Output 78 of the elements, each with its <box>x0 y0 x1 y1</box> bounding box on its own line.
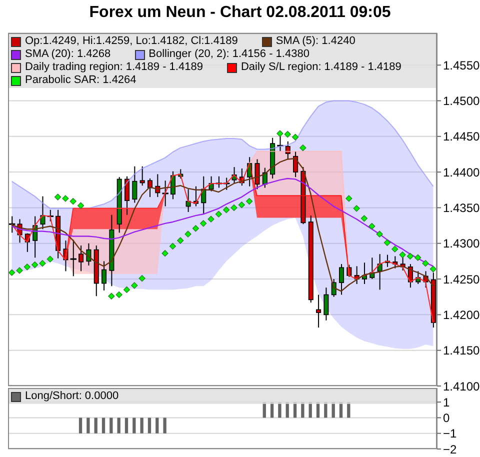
point <box>346 195 352 202</box>
point <box>123 286 130 294</box>
y-tick-label: 1.4250 <box>443 272 480 286</box>
point <box>300 144 306 152</box>
y-tick-label: 1.4550 <box>443 58 480 72</box>
point <box>54 194 62 200</box>
y-tick-label: 1.4150 <box>443 344 480 358</box>
point <box>162 250 168 257</box>
point <box>184 230 192 238</box>
point <box>276 130 284 137</box>
y-tick-label: −2 <box>443 442 458 456</box>
point <box>353 205 360 212</box>
point <box>215 210 222 218</box>
legend-label: Daily S/L region: 1.4189 - 1.4189 <box>240 61 402 74</box>
point <box>368 222 376 230</box>
point <box>200 220 207 227</box>
point <box>392 246 398 252</box>
legend-label: SMA (5): 1.4240 <box>276 35 356 48</box>
legend-label: SMA (20): 1.4268 <box>25 48 111 61</box>
legend-label: Daily trading region: 1.4189 - 1.4189 <box>25 61 203 74</box>
point <box>138 275 146 282</box>
y-tick-label: 1.4500 <box>443 94 480 108</box>
point <box>8 269 16 276</box>
candlestick <box>132 166 138 204</box>
legend-label: Bollinger (20, 2): 1.4156 - 1.4380 <box>148 48 310 61</box>
point <box>360 215 368 222</box>
candlestick <box>40 196 46 230</box>
point <box>238 202 245 208</box>
point <box>399 251 406 258</box>
candlestick <box>124 176 130 216</box>
point <box>406 252 414 260</box>
point <box>169 242 176 250</box>
y-tick-label: 0 <box>443 410 450 425</box>
point <box>223 206 230 214</box>
point <box>62 195 69 202</box>
point <box>24 264 30 270</box>
point <box>131 282 138 289</box>
point <box>384 239 391 246</box>
y-tick-label: 1 <box>443 395 450 410</box>
line-series <box>11 100 434 209</box>
point <box>430 266 436 272</box>
point <box>246 198 253 205</box>
point <box>422 260 429 267</box>
candlestick <box>324 287 329 321</box>
point <box>77 202 84 209</box>
y-tick-label: 1.4200 <box>443 308 480 322</box>
legend-label: Long/Short: 0.0000 <box>25 390 119 403</box>
point <box>116 291 122 298</box>
legend-label: Parabolic SAR: 1.4264 <box>25 74 136 87</box>
candlestick <box>285 140 290 160</box>
chart-title: Forex um Neun - Chart 02.08.2011 09:05 <box>88 4 392 22</box>
y-tick-label: 1.4350 <box>443 200 480 215</box>
y-tick-label: 1.4300 <box>443 236 480 251</box>
y-tick-label: 1.4400 <box>443 165 480 180</box>
point <box>292 134 299 140</box>
point <box>177 237 184 244</box>
y-tick-label: 1.4450 <box>443 130 480 144</box>
candlestick <box>78 245 84 272</box>
candlestick <box>140 166 145 186</box>
y-tick-label: 1.4100 <box>443 379 480 394</box>
point <box>284 130 291 138</box>
candlestick <box>102 260 107 291</box>
candlestick <box>254 158 260 190</box>
legend-label: Op:1.4249, Hi:1.4259, Lo:1.4182, Cl:1.4189 <box>25 35 238 48</box>
y-tick-label: −1 <box>443 426 458 441</box>
candlestick <box>316 294 322 328</box>
point <box>70 198 76 205</box>
point <box>192 225 199 232</box>
point <box>32 261 38 268</box>
point <box>414 254 422 261</box>
point <box>39 260 46 267</box>
point <box>108 292 115 300</box>
point <box>46 256 54 262</box>
candlestick <box>339 264 344 296</box>
point <box>208 216 214 222</box>
point <box>230 204 238 212</box>
point <box>376 230 383 238</box>
point <box>16 267 23 274</box>
